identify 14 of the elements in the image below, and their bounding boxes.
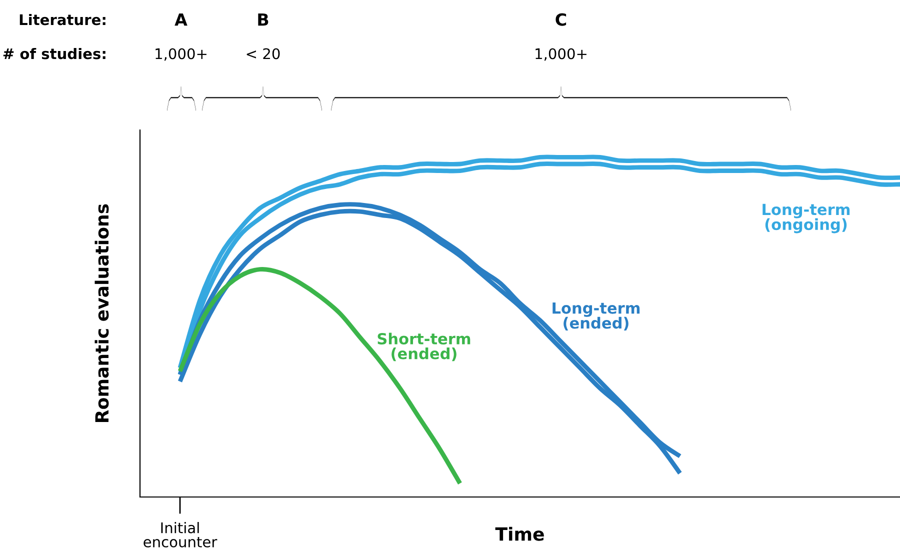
text: C [556, 13, 566, 26]
series-label: Long-term (ended) [552, 302, 640, 331]
y-axis-title: Romantic evaluations [94, 204, 109, 422]
text: < 20 [246, 48, 280, 60]
text: A [174, 13, 188, 26]
text: # of studies: [3, 48, 106, 60]
x-axis-title: Time [495, 526, 544, 541]
text: Long-term (ongoing) [762, 204, 850, 234]
text: Literature: [20, 14, 106, 26]
text: 1,000+ [156, 48, 206, 61]
text: 1,000+ [536, 48, 586, 61]
series-label: Short-term (ended) [378, 332, 470, 362]
text: B [258, 13, 268, 26]
text: Initial encounter [144, 522, 218, 548]
